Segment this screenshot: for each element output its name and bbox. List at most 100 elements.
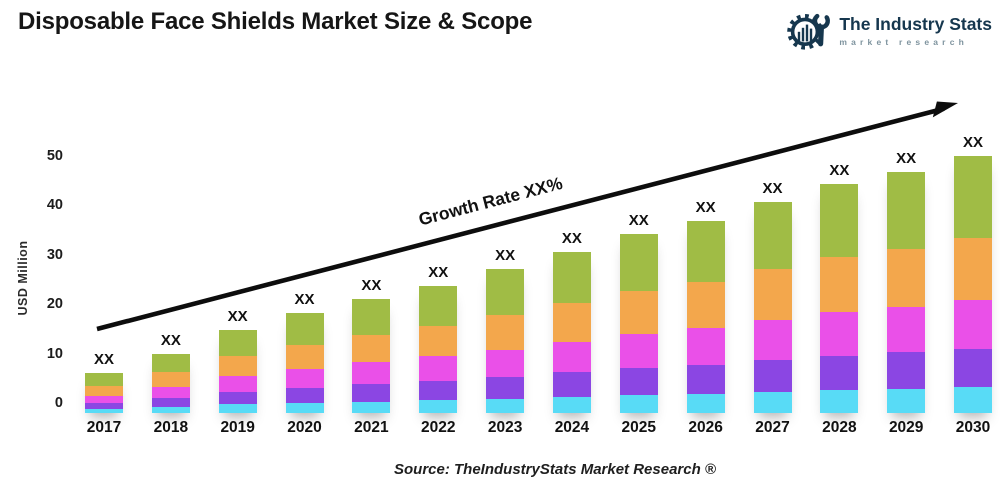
x-tick-label: 2025 <box>621 419 657 436</box>
orange-segment <box>151 372 190 387</box>
bar-value-label: XX <box>428 263 449 281</box>
orange-segment <box>753 268 792 320</box>
magenta-segment <box>820 312 859 356</box>
stacked-bar-2021 <box>352 299 391 413</box>
green-segment <box>887 172 926 250</box>
stacked-bar-2026 <box>686 221 725 413</box>
orange-segment <box>686 282 725 329</box>
bar-value-label: XX <box>762 179 783 197</box>
green-segment <box>285 312 324 346</box>
y-tick-label: 20 <box>46 296 63 312</box>
orange-segment <box>285 345 324 370</box>
green-segment <box>218 330 257 357</box>
purple-segment <box>218 392 257 405</box>
purple-segment <box>686 364 725 394</box>
source-note: Source: TheIndustryStats Market Research… <box>394 461 716 478</box>
stacked-bar-2022 <box>419 285 458 413</box>
cyan-segment <box>820 390 859 413</box>
stacked-bar-2029 <box>887 172 926 413</box>
y-tick-label: 10 <box>46 345 63 362</box>
green-segment <box>753 201 792 269</box>
orange-segment <box>486 314 525 350</box>
stacked-bar-2019 <box>218 330 257 413</box>
brand-tagline: market research <box>839 36 969 47</box>
magenta-segment <box>486 349 525 377</box>
orange-segment <box>352 335 391 363</box>
stacked-bar-2030 <box>954 155 993 413</box>
brand-name: The Industry Stats <box>839 14 992 35</box>
x-tick-label: 2017 <box>86 419 122 436</box>
x-tick-label: 2029 <box>888 419 924 436</box>
green-segment <box>954 155 993 238</box>
cyan-segment <box>887 388 926 413</box>
stacked-bar-2028 <box>820 183 859 413</box>
purple-segment <box>352 384 391 402</box>
x-tick-label: 2019 <box>220 419 255 436</box>
x-tick-label: 2023 <box>487 419 523 436</box>
y-tick-label: 30 <box>46 246 63 263</box>
green-segment <box>820 183 859 258</box>
magenta-segment <box>85 395 123 403</box>
bar-value-label: XX <box>829 161 850 179</box>
bar-value-label: XX <box>896 150 917 168</box>
green-segment <box>486 268 525 315</box>
cyan-segment <box>686 393 725 413</box>
growth-annotation: Growth Rate XX% <box>416 173 564 230</box>
bar-value-label: XX <box>963 133 984 151</box>
gear-wrench-chart-icon <box>787 13 831 50</box>
purple-segment <box>486 376 525 399</box>
green-segment <box>619 233 658 292</box>
cyan-segment <box>486 398 525 413</box>
cyan-segment <box>619 395 658 413</box>
bar-value-label: XX <box>294 290 315 308</box>
orange-segment <box>218 356 257 377</box>
bar-value-label: XX <box>93 351 114 369</box>
orange-segment <box>619 291 658 335</box>
green-segment <box>552 252 591 303</box>
x-tick-label: 2030 <box>955 419 991 436</box>
bar-value-label: XX <box>628 211 649 229</box>
bar-value-label: XX <box>695 199 716 217</box>
y-axis-title: USD Million <box>16 240 30 316</box>
stacked-bar-2024 <box>552 252 591 413</box>
magenta-segment <box>887 306 926 353</box>
purple-segment <box>419 380 458 400</box>
cyan-segment <box>552 396 591 413</box>
green-segment <box>151 353 190 373</box>
magenta-segment <box>151 386 190 399</box>
brand-logo: The Industry Stats market research <box>785 8 992 54</box>
x-tick-label: 2026 <box>688 419 723 436</box>
orange-segment <box>820 257 859 313</box>
cyan-segment <box>218 404 257 413</box>
magenta-segment <box>352 362 391 385</box>
cyan-segment <box>352 401 391 413</box>
orange-segment <box>954 237 993 300</box>
stacked-bar-2020 <box>285 312 324 413</box>
orange-segment <box>887 249 926 307</box>
magenta-segment <box>218 376 257 393</box>
bar-value-label: XX <box>495 246 516 264</box>
magenta-segment <box>954 299 993 349</box>
y-tick-label: 0 <box>54 395 63 411</box>
y-tick-label: 50 <box>46 147 63 164</box>
green-segment <box>85 373 123 387</box>
cyan-segment <box>285 402 324 413</box>
cyan-segment <box>85 408 123 413</box>
orange-segment <box>419 325 458 357</box>
green-segment <box>419 285 458 326</box>
stacked-bar-2018 <box>151 353 190 413</box>
brand-logo-text: The Industry Stats market research <box>839 14 992 47</box>
bar-value-label: XX <box>227 308 248 326</box>
magenta-segment <box>619 334 658 369</box>
purple-segment <box>887 352 926 389</box>
stacked-bar-2023 <box>486 268 525 413</box>
green-segment <box>352 299 391 336</box>
purple-segment <box>151 398 190 407</box>
cyan-segment <box>954 387 993 413</box>
magenta-segment <box>552 341 591 373</box>
x-tick-label: 2022 <box>421 419 456 436</box>
bar-value-label: XX <box>160 331 181 349</box>
cyan-segment <box>753 391 792 413</box>
x-tick-label: 2018 <box>153 419 189 436</box>
